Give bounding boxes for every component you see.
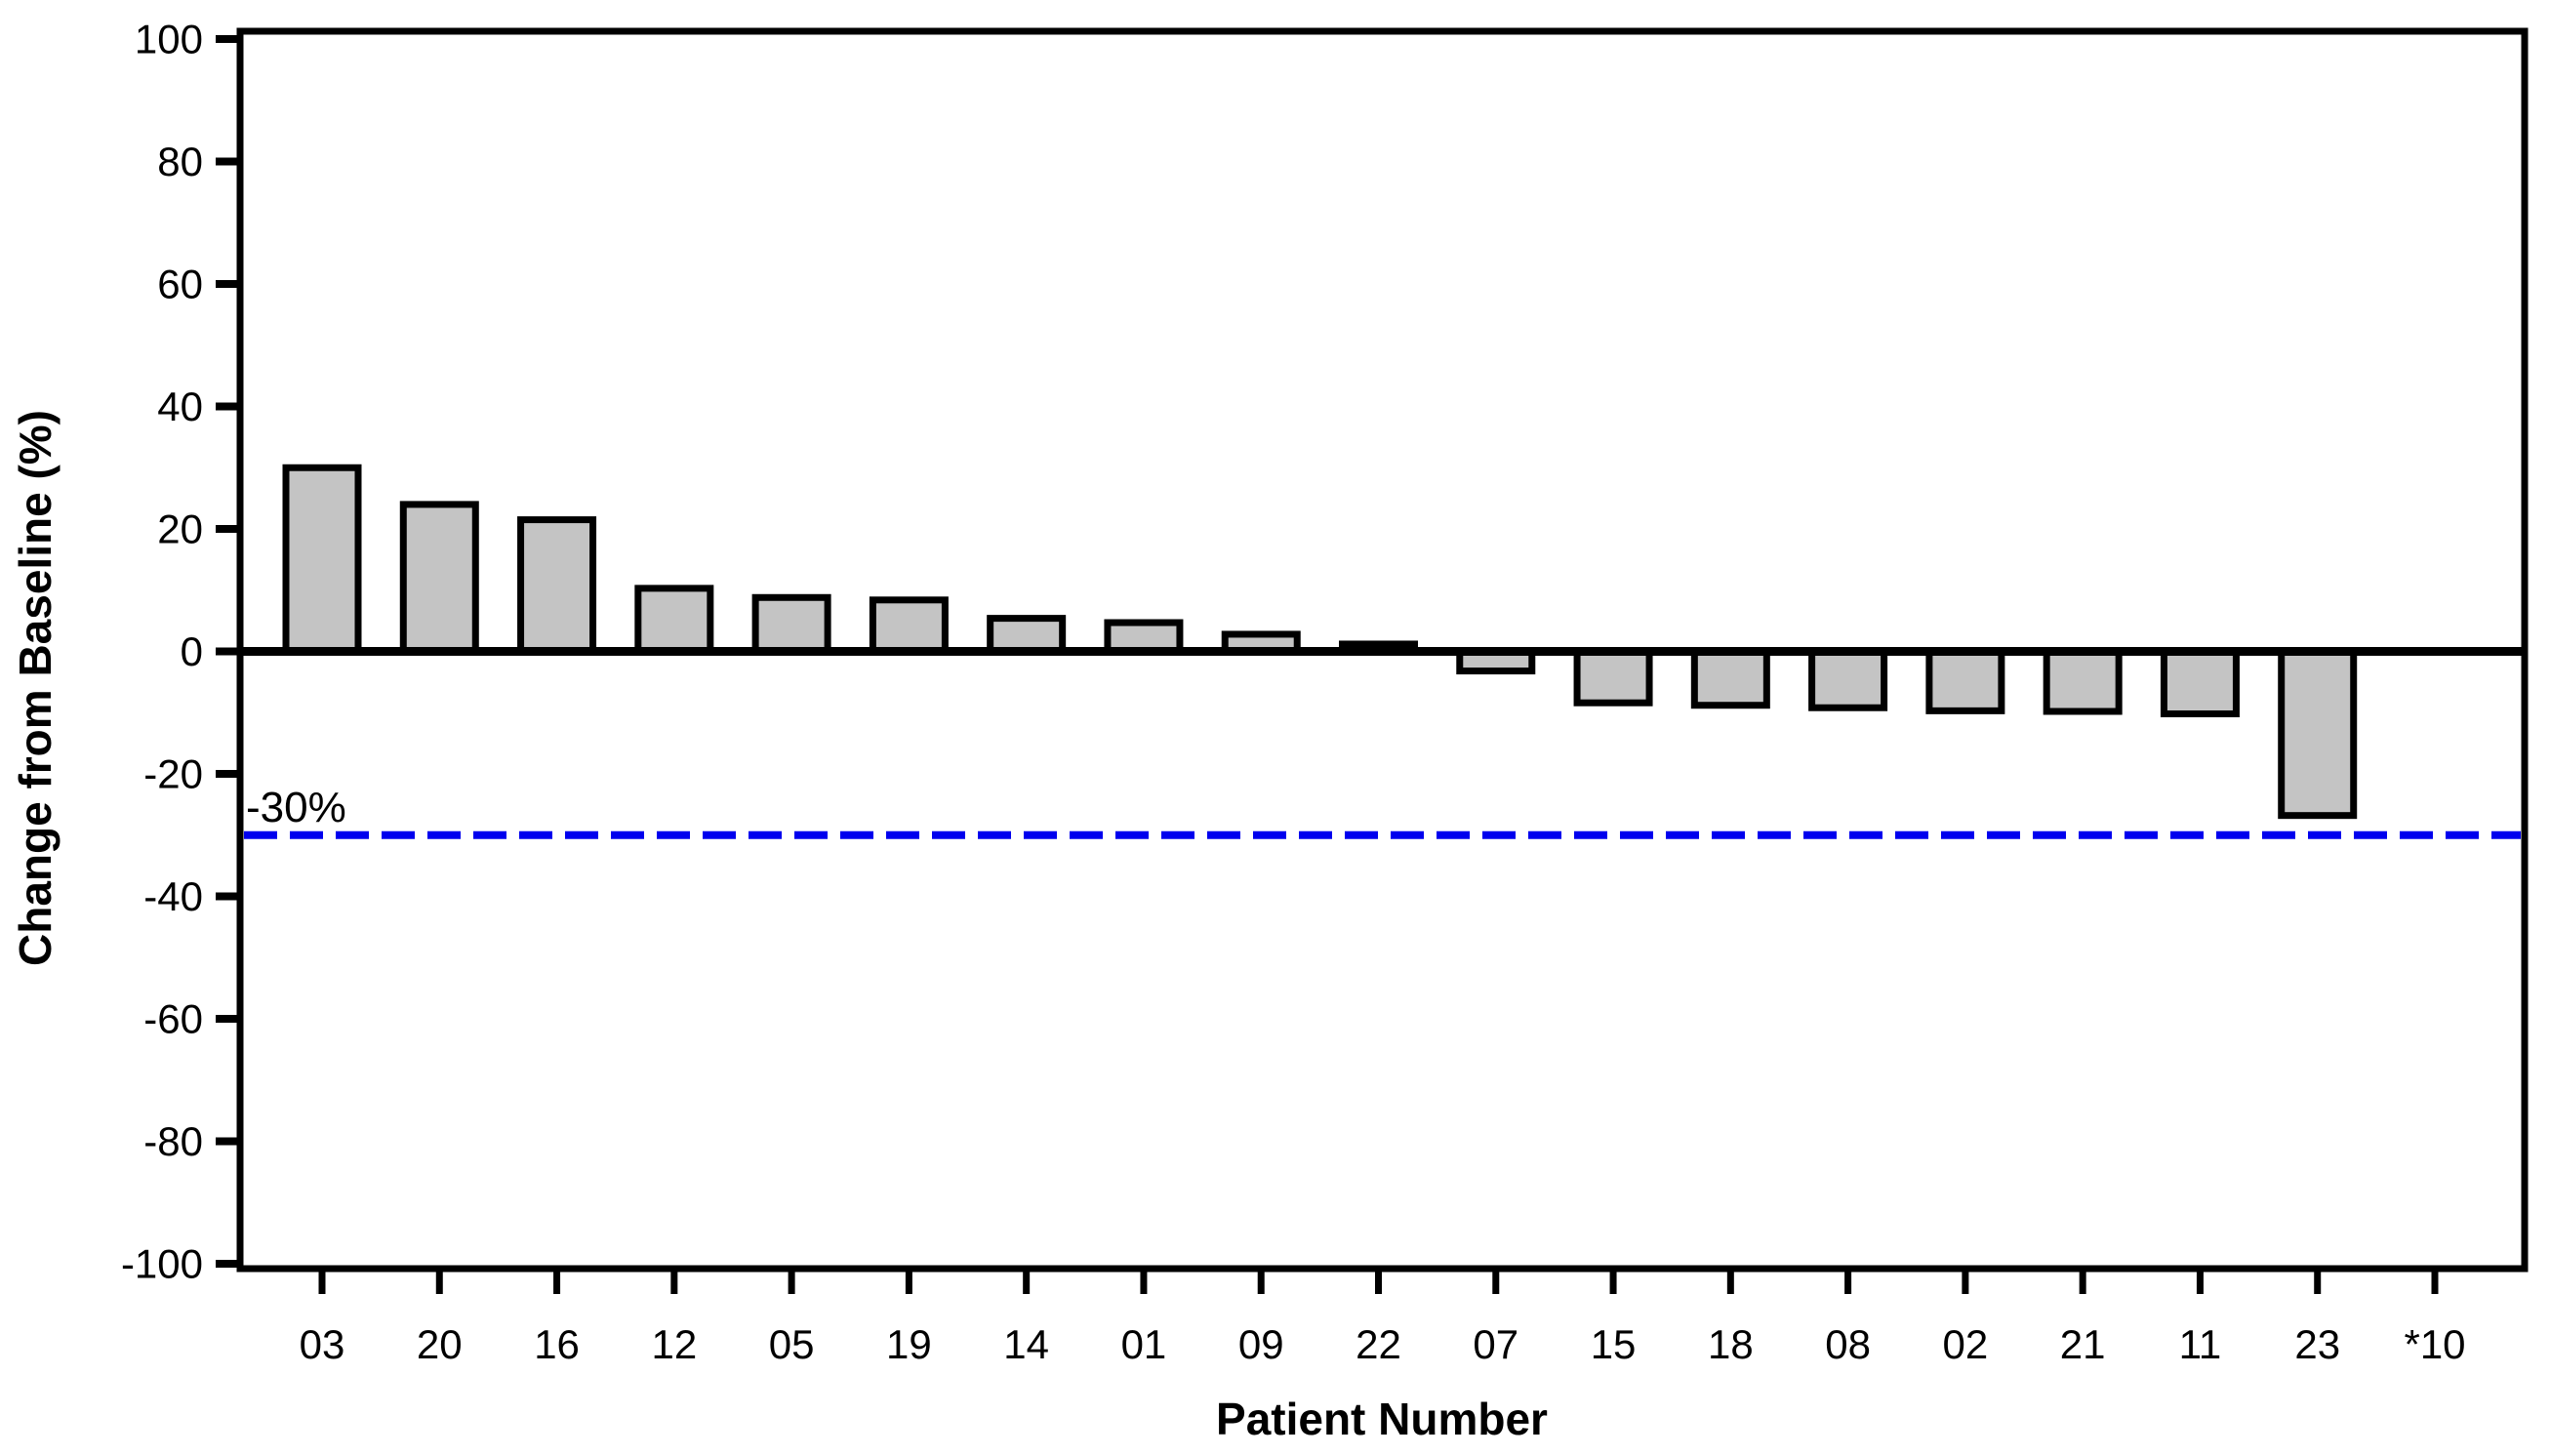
x-tick-label: 19 (886, 1321, 932, 1367)
x-tick-label: 05 (769, 1321, 815, 1367)
x-tick-label: 09 (1238, 1321, 1284, 1367)
bar-02 (1925, 648, 2005, 714)
y-tick-label: 40 (157, 384, 203, 429)
y-tick-label: 100 (135, 17, 203, 62)
x-axis-title: Patient Number (1216, 1394, 1548, 1444)
bar-23 (2278, 648, 2358, 820)
bar-18 (1690, 648, 1770, 709)
x-tick-label: 12 (651, 1321, 697, 1367)
x-tick-label: 07 (1473, 1321, 1518, 1367)
x-tick-label: 20 (417, 1321, 463, 1367)
bar-14 (987, 615, 1067, 655)
y-tick-label: -80 (143, 1118, 203, 1164)
x-tick-label: 21 (2060, 1321, 2106, 1367)
y-tick-label: 0 (181, 628, 203, 674)
x-tick-label: 11 (2179, 1321, 2222, 1367)
x-axis: 03 20 16 12 05 19 14 01 09 22 07 15 18 08 02 21 11 23 *10 (300, 1269, 2466, 1367)
refline-label: -30% (246, 784, 346, 831)
x-tick-label: 03 (300, 1321, 345, 1367)
bar-03 (282, 464, 362, 655)
bar-19 (869, 596, 949, 655)
y-tick-label: -100 (121, 1241, 203, 1287)
y-tick-label: 20 (157, 506, 203, 552)
bar-08 (1808, 648, 1888, 711)
bars-group (282, 464, 2358, 820)
y-tick-label: 60 (157, 262, 203, 307)
x-tick-label: 22 (1356, 1321, 1401, 1367)
bar-16 (517, 516, 597, 656)
y-tick-label: -20 (143, 751, 203, 797)
y-axis: -100 -80 -60 -40 -20 0 20 40 60 80 100 (121, 17, 240, 1287)
x-tick-label: 16 (534, 1321, 580, 1367)
x-tick-label: 15 (1591, 1321, 1637, 1367)
bar-11 (2160, 648, 2240, 718)
y-tick-label: -60 (143, 996, 203, 1042)
x-tick-label: 01 (1121, 1321, 1167, 1367)
x-tick-label: 02 (1943, 1321, 1989, 1367)
y-axis-title: Change from Baseline (%) (10, 410, 61, 966)
x-tick-label: 08 (1825, 1321, 1871, 1367)
bar-05 (751, 593, 831, 656)
x-tick-label: 18 (1708, 1321, 1754, 1367)
bar-12 (634, 585, 714, 655)
y-tick-label: -40 (143, 873, 203, 919)
bar-15 (1573, 648, 1653, 707)
x-tick-label: 23 (2294, 1321, 2340, 1367)
x-tick-label: 14 (1003, 1321, 1049, 1367)
bar-21 (2043, 648, 2123, 715)
bar-20 (399, 501, 479, 656)
x-tick-label: *10 (2404, 1321, 2465, 1367)
y-tick-label: 80 (157, 139, 203, 184)
